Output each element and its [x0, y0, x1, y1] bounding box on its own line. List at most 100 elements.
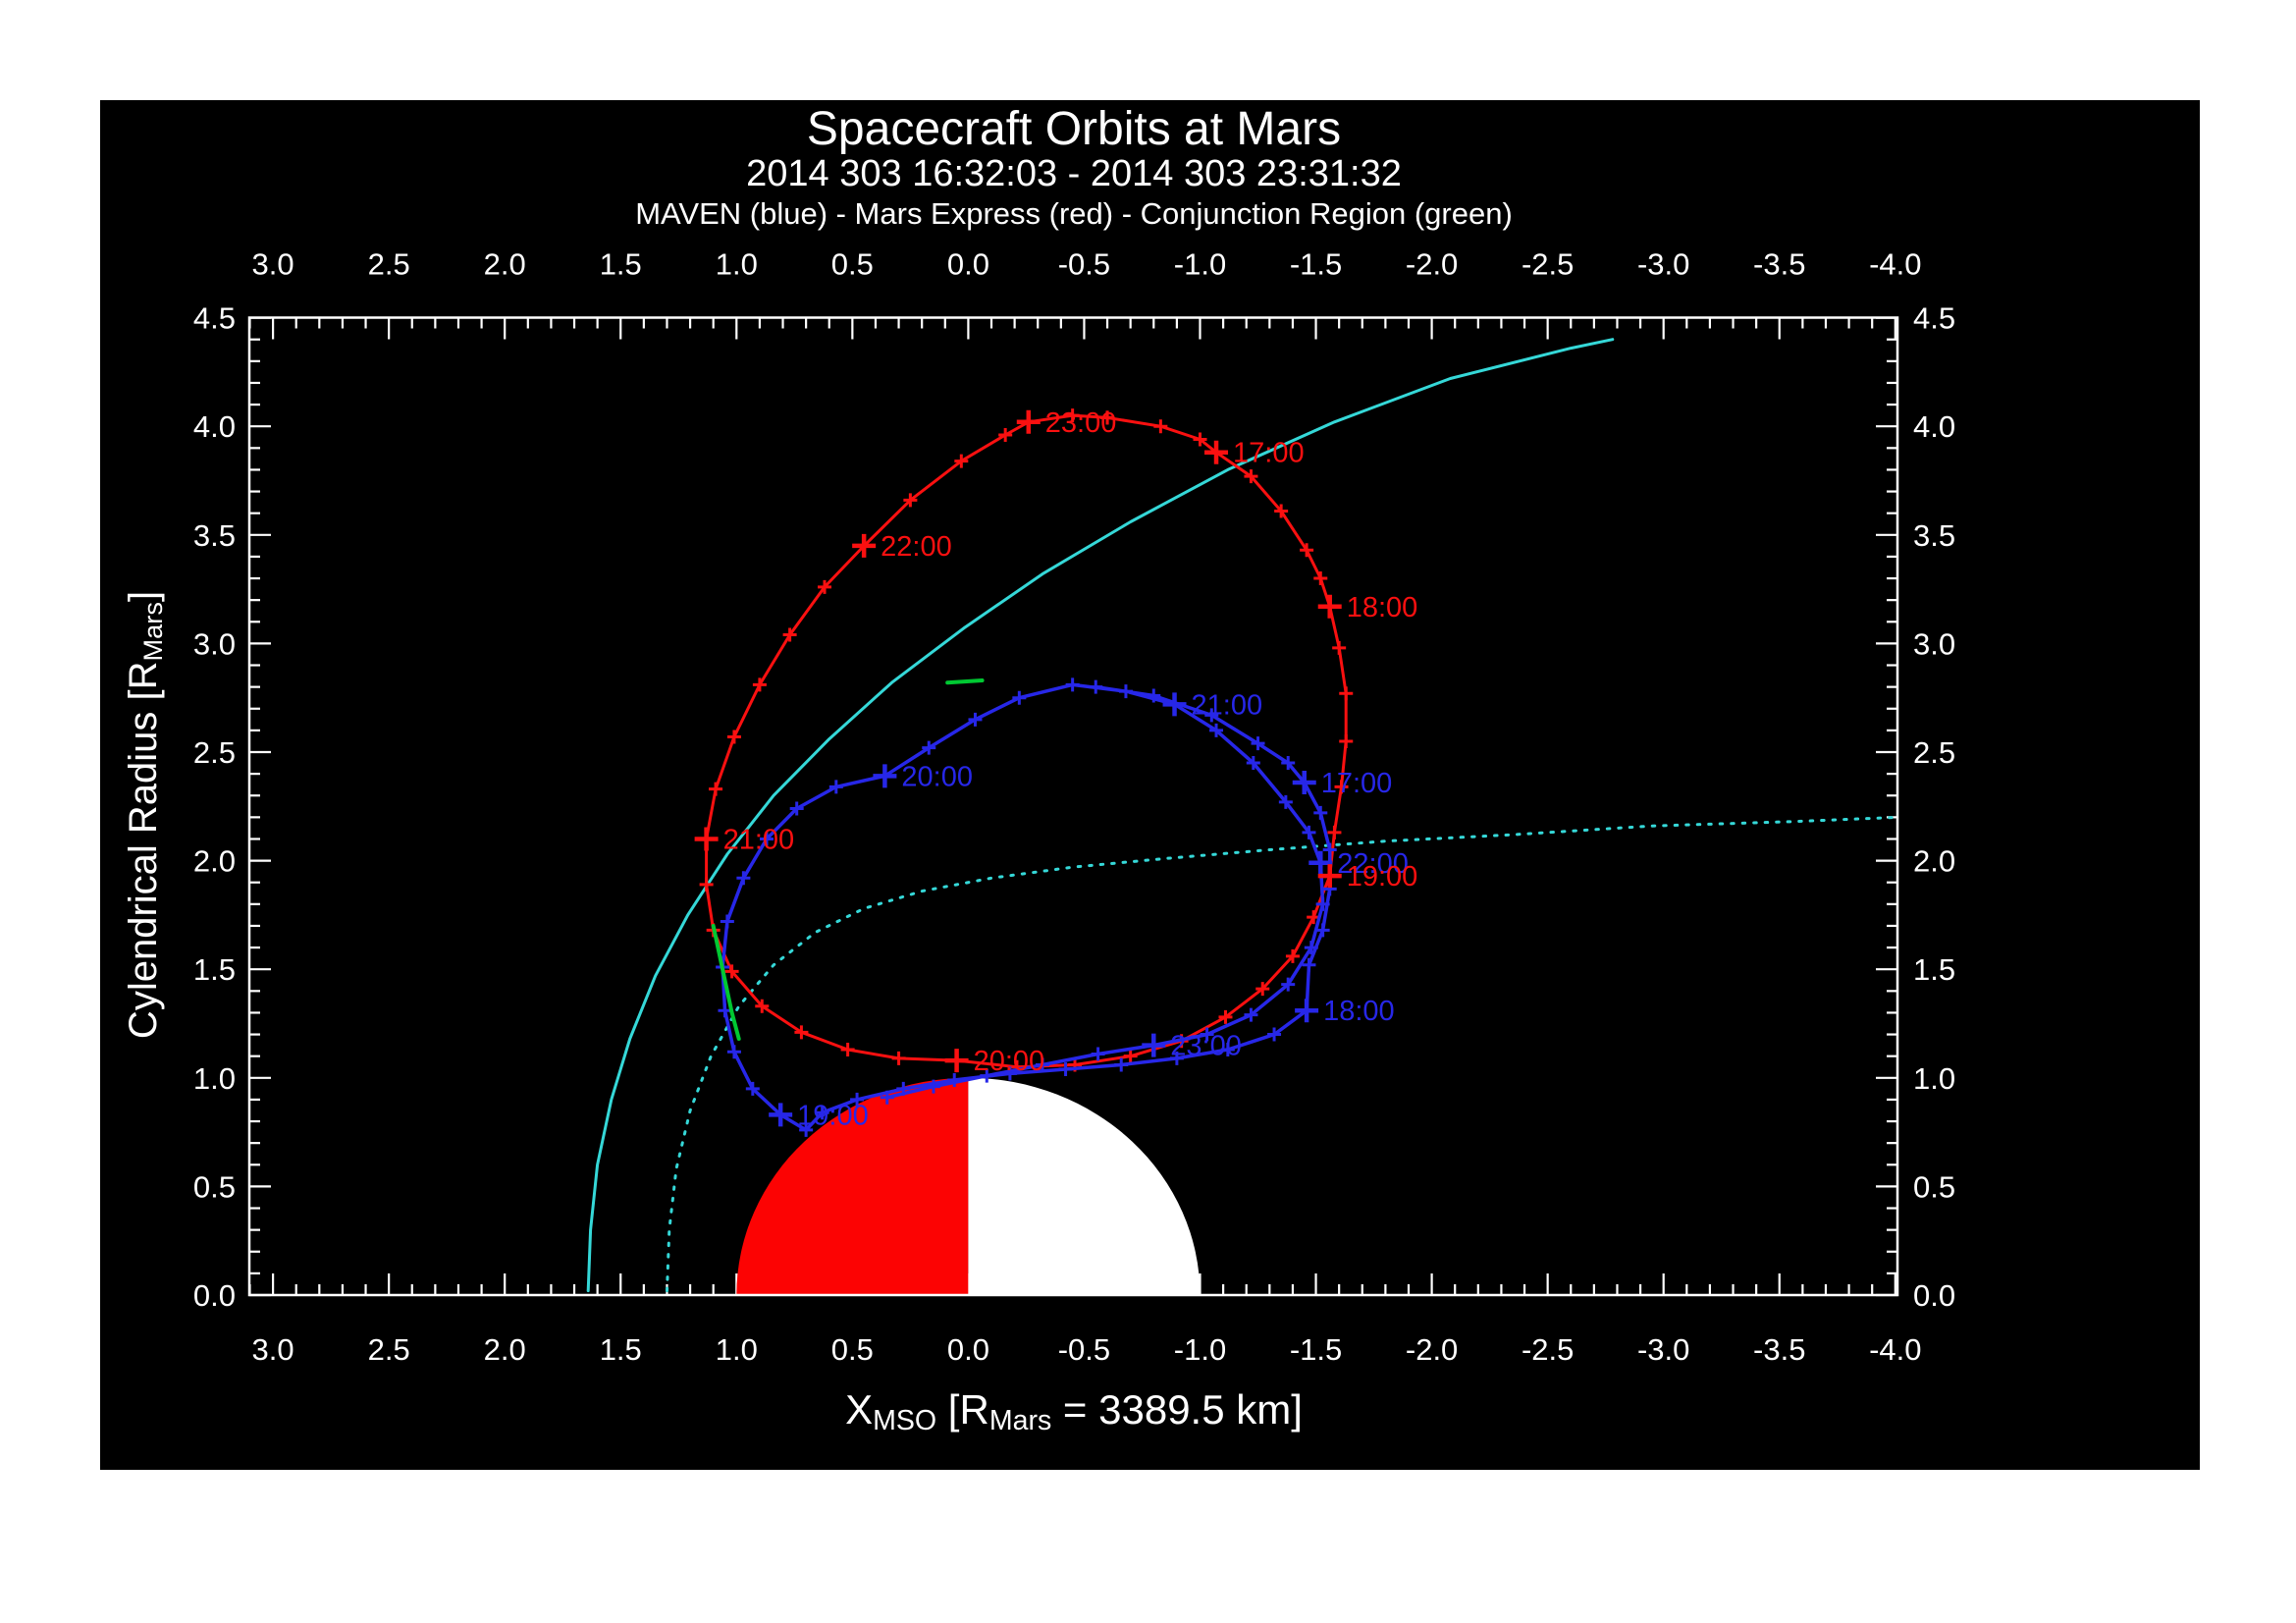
orbit-marker: [720, 914, 734, 929]
orbit-marker: [1251, 736, 1265, 751]
orbit-marker: [1302, 957, 1316, 972]
orbit-marker: [1089, 679, 1103, 694]
orbit-marker: [1281, 756, 1296, 771]
x-tick-label-bottom: 2.0: [484, 1332, 526, 1367]
orbit-marker: [818, 579, 832, 594]
chart-subtitle: 2014 303 16:32:03 - 2014 303 23:31:32: [746, 153, 1402, 194]
y-tick-label-right: 0.0: [1913, 1278, 1955, 1313]
y-tick-label-left: 3.0: [193, 626, 236, 661]
y-axis-label-end: ]: [122, 590, 166, 603]
x-tick-label-bottom: 0.5: [831, 1332, 874, 1367]
mars-express-time-label: 19:00: [1347, 861, 1418, 893]
mars-express-time-label: 23:00: [1045, 407, 1117, 439]
x-tick-label-bottom: 0.0: [947, 1332, 989, 1367]
y-tick-label-right: 1.5: [1913, 952, 1955, 987]
mars-express-time-label: 21:00: [723, 824, 795, 855]
orbit-marker: [799, 1122, 814, 1137]
y-axis-label: Cylendrical Radius [RMars]: [122, 591, 169, 1039]
orbit-marker: [1209, 723, 1224, 737]
y-tick-label-left: 4.5: [193, 301, 236, 336]
orbit-marker: [1322, 842, 1337, 857]
orbit-marker: [1147, 688, 1161, 703]
mars-express-orbit-markers: [699, 408, 1354, 1074]
orbit-marker: [1091, 1047, 1105, 1061]
orbit-marker: [1315, 896, 1330, 911]
x-tick-label-bottom: 1.0: [716, 1332, 758, 1367]
maven-hour-marker: [1308, 850, 1333, 875]
x-tick-label-bottom: 3.0: [252, 1332, 294, 1367]
x-tick-label-top: -2.0: [1406, 247, 1458, 282]
orbit-marker: [1220, 1043, 1235, 1057]
y-tick-label-left: 0.5: [193, 1169, 236, 1204]
orbit-marker: [1218, 1009, 1233, 1024]
orbit-marker: [815, 1106, 829, 1120]
x-tick-label-bottom: -2.0: [1406, 1332, 1458, 1367]
orbit-marker: [903, 493, 918, 508]
y-tick-label-left: 2.5: [193, 735, 236, 770]
y-tick-label-left: 4.0: [193, 409, 236, 444]
orbit-marker: [947, 1073, 962, 1088]
maven-time-label: 20:00: [901, 761, 973, 792]
orbit-marker: [1012, 690, 1027, 705]
orbit-marker: [1300, 543, 1314, 558]
orbit-marker: [1065, 408, 1080, 423]
x-tick-label-bottom: -4.0: [1869, 1332, 1921, 1367]
x-tick-label-top: -1.0: [1174, 247, 1226, 282]
x-axis-label-end: = 3389.5 km]: [1051, 1386, 1303, 1433]
y-tick-label-left: 0.0: [193, 1278, 236, 1313]
x-tick-label-top: 0.0: [947, 247, 989, 282]
x-tick-label-top: -4.0: [1869, 247, 1921, 282]
y-tick-label-left: 3.5: [193, 518, 236, 553]
conjunction-region-a-path: [711, 924, 741, 1041]
maven-hour-marker: [1292, 770, 1316, 794]
orbit-marker: [759, 832, 774, 846]
x-tick-label-top: -0.5: [1058, 247, 1110, 282]
maven-orbit-path: [721, 682, 1332, 1132]
x-tick-label-bottom: -1.5: [1290, 1332, 1342, 1367]
orbit-marker: [891, 1051, 906, 1065]
y-axis-label-sub-mars: Mars: [136, 602, 168, 662]
orbit-marker: [1244, 1007, 1258, 1022]
mars-express-hour-marker: [694, 827, 719, 851]
x-tick-label-bottom: -3.0: [1637, 1332, 1689, 1367]
plot-frame: [247, 316, 1899, 1297]
orbit-marker: [1334, 780, 1349, 794]
x-tick-label-bottom: -3.5: [1753, 1332, 1805, 1367]
y-tick-label-left: 1.5: [193, 952, 236, 987]
time-labels: 17:00 18:00 19:00 20:00 21:00 22:00 23:00 17:00…: [694, 407, 1418, 1131]
mars-nightside: [968, 1077, 1201, 1295]
x-axis-label-sub-mso: MSO: [873, 1404, 937, 1436]
y-tick-label-right: 2.5: [1913, 735, 1955, 770]
y-tick-label-left: 2.0: [193, 844, 236, 879]
y-tick-label-right: 0.5: [1913, 1169, 1955, 1204]
orbit-marker: [752, 677, 767, 692]
orbit-marker: [699, 877, 714, 892]
x-tick-label-bottom: -1.0: [1174, 1332, 1226, 1367]
orbit-marker: [794, 1025, 809, 1040]
orbit-marker: [1278, 794, 1293, 809]
orbit-marker: [1281, 977, 1296, 992]
x-axis-label-sub-mars: Mars: [988, 1404, 1052, 1436]
x-tick-label-bottom: -0.5: [1058, 1332, 1110, 1367]
x-tick-label-bottom: 1.5: [600, 1332, 642, 1367]
maven-time-label: 18:00: [1323, 996, 1395, 1027]
orbit-marker: [745, 1081, 760, 1096]
orbit-marker: [1246, 756, 1260, 771]
orbit-marker: [1169, 1051, 1184, 1065]
axis-tick-labels: 3.0 3.0 2.5 2.5 2.0 2.0 1.5 1.5 1.0 1.0 0.5 0.5 0.0 0…: [193, 247, 1955, 1368]
orbit-marker: [850, 1092, 865, 1107]
x-axis-label: XMSO [RMars = 3389.5 km]: [249, 1386, 1898, 1437]
x-tick-label-top: 1.0: [716, 247, 758, 282]
orbit-marker: [1058, 1061, 1073, 1076]
mars-express-hour-marker: [1204, 440, 1229, 464]
y-tick-label-right: 3.5: [1913, 518, 1955, 553]
maven-hour-marker: [769, 1103, 793, 1127]
orbit-marker: [1204, 708, 1219, 723]
x-tick-label-top: -3.0: [1637, 247, 1689, 282]
orbit-marker: [1327, 825, 1342, 839]
maven-time-label: 17:00: [1321, 768, 1393, 799]
orbit-marker: [1332, 640, 1347, 655]
orbit-marker: [1285, 948, 1300, 963]
